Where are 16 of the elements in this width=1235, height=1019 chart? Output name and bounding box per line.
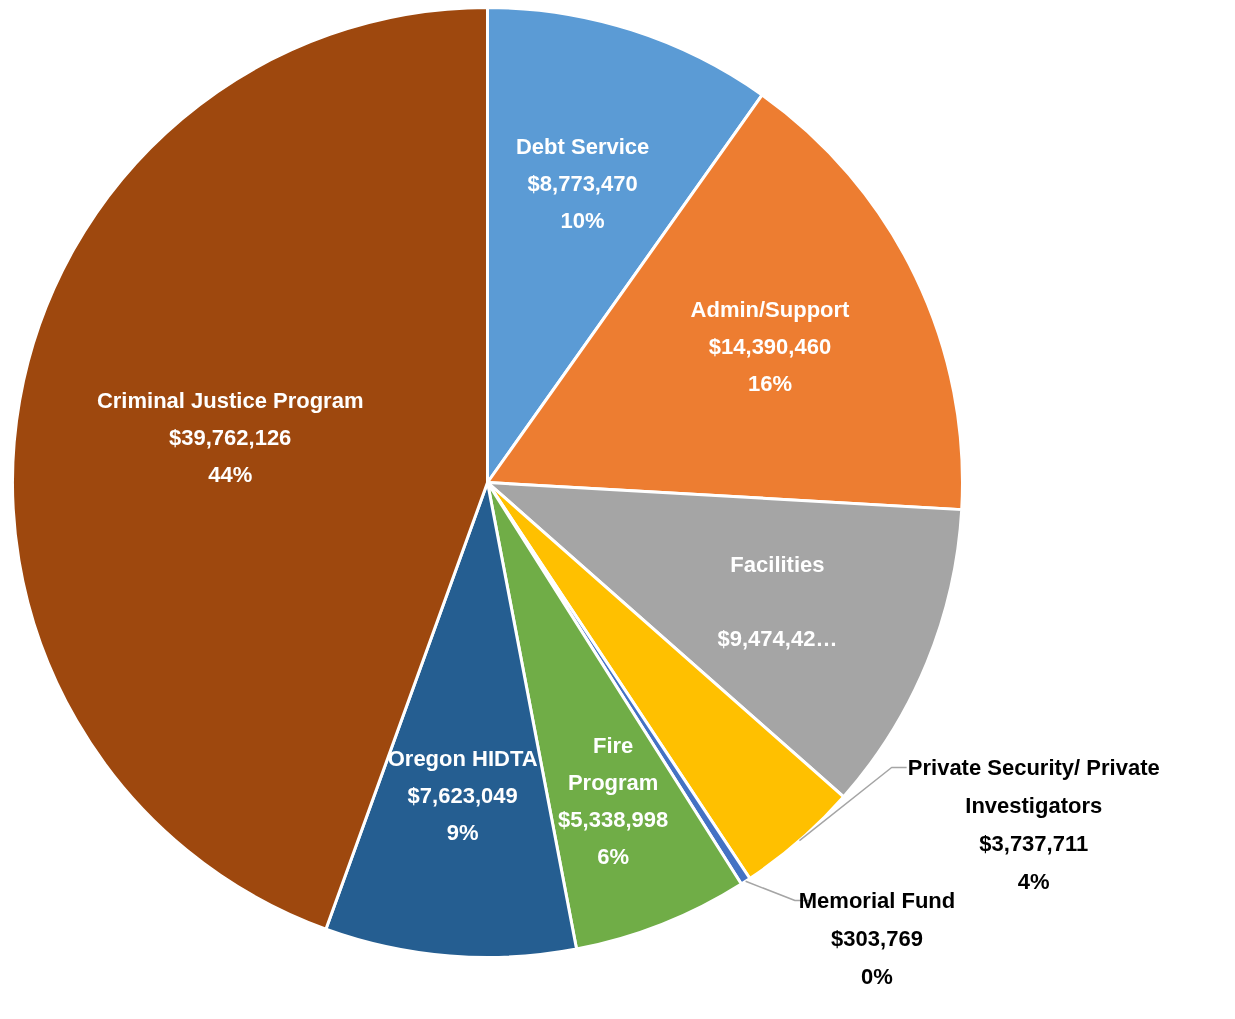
slice-label: Fire Program (567, 732, 659, 795)
data-label: $3,737,711 4% (979, 831, 1089, 894)
slice-label: Debt Service (515, 134, 650, 160)
data-label: $39,762,126 44% (169, 424, 292, 487)
slice-label: Facilities (730, 552, 825, 578)
slice-label: Criminal Justice Program (96, 387, 364, 413)
data-label: $8,773,470 10% (527, 171, 638, 234)
data-label: $303,769 0% (831, 926, 923, 989)
slice-label: Memorial Fund (798, 888, 956, 913)
slice-label: Private Security/ Private Investigators (907, 755, 1160, 818)
data-label: $5,338,998 6% (558, 806, 669, 869)
data-label: $7,623,049 9% (407, 782, 518, 845)
slice-label: Admin/Support (690, 297, 851, 323)
slice-label: Oregon HIDTA (387, 745, 538, 771)
data-label: $9,474,42… (717, 626, 838, 652)
data-label: $14,390,460 16% (708, 334, 832, 397)
